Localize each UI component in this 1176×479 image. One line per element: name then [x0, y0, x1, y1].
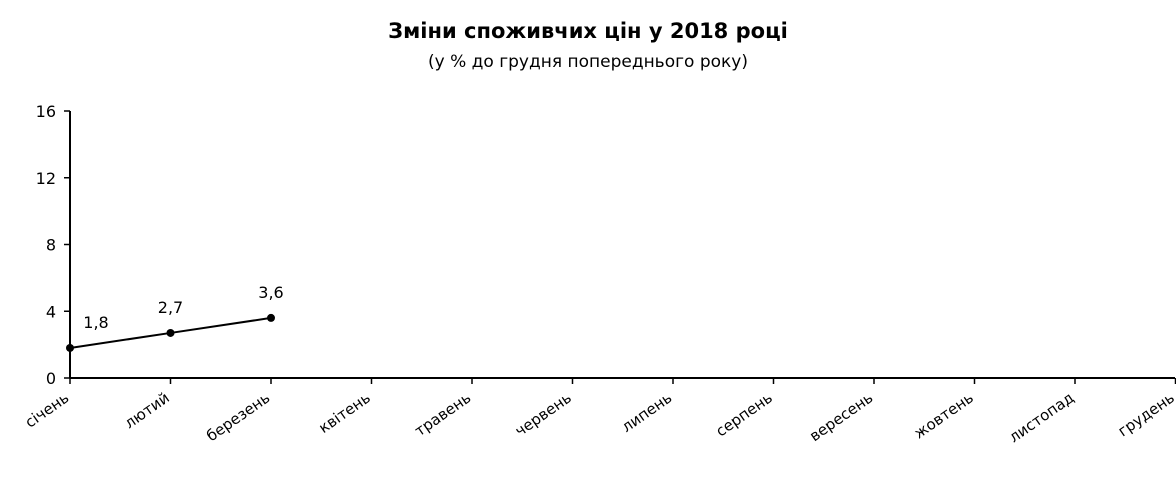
x-tick-label: квітень — [315, 389, 373, 437]
x-tick-label: серпень — [712, 389, 775, 441]
y-tick-label: 0 — [46, 369, 56, 388]
chart-subtitle: (у % до грудня попереднього року) — [428, 52, 748, 72]
data-label: 1,8 — [83, 313, 108, 332]
x-tick-label: січень — [22, 389, 73, 432]
chart-title: Зміни споживчих цін у 2018 році — [388, 19, 788, 43]
data-point — [267, 313, 275, 322]
x-tick-label: вересень — [806, 389, 876, 446]
data-point — [66, 343, 74, 352]
y-tick-label: 4 — [46, 302, 56, 321]
data-label: 2,7 — [158, 298, 183, 317]
x-tick-label: лютий — [121, 389, 173, 433]
x-tick-label: жовтень — [911, 389, 977, 443]
data-label: 3,6 — [258, 283, 283, 302]
y-tick-label: 12 — [36, 169, 56, 188]
x-tick-label: липень — [618, 389, 675, 436]
y-tick-label: 16 — [36, 102, 56, 121]
plot-area: 0 4 8 12 16 січень лютий березень квітень травень… — [22, 102, 1176, 446]
data-point — [166, 328, 175, 337]
x-tick-label: березень — [203, 389, 273, 446]
x-tick-label: листопад — [1006, 389, 1078, 447]
x-tick-label: травень — [411, 389, 474, 441]
y-tick-label: 8 — [46, 236, 56, 255]
x-tick-label: червень — [512, 389, 575, 441]
x-tick-label: грудень — [1115, 389, 1176, 441]
